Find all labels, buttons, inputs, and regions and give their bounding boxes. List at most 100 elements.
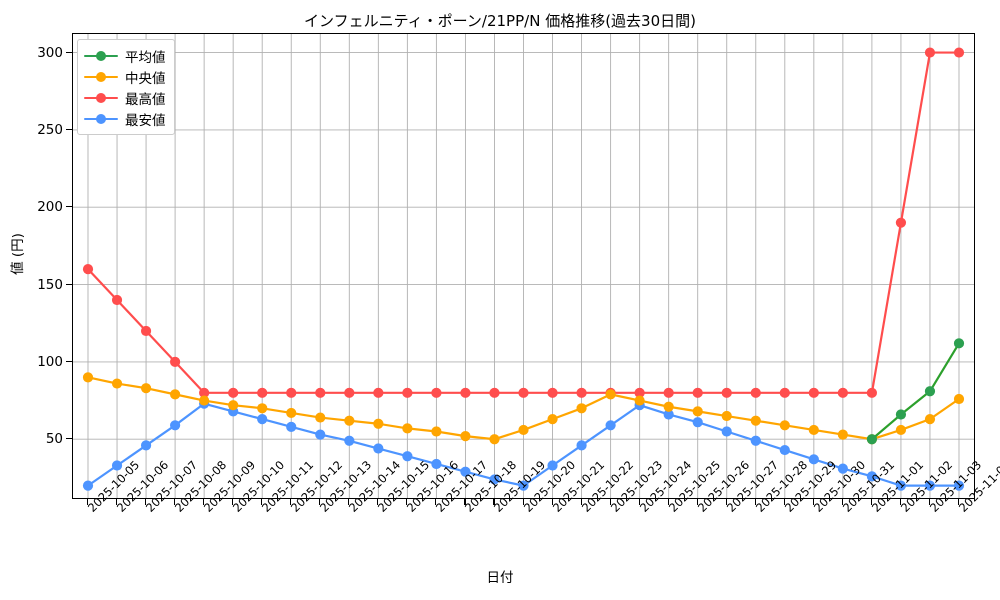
data-point	[605, 389, 616, 400]
series-line	[870, 342, 961, 441]
plot-area	[72, 33, 975, 499]
data-point	[344, 415, 355, 426]
y-axis-tick-mark	[66, 128, 72, 130]
series-0	[866, 338, 965, 445]
data-point	[140, 383, 152, 394]
data-point	[286, 421, 297, 432]
data-point	[315, 429, 326, 440]
x-tick-label: 2025-10-19	[491, 458, 548, 515]
y-axis-tick-mark	[66, 283, 72, 285]
x-tick-label: 2025-10-10	[230, 458, 287, 515]
data-point	[779, 387, 790, 398]
data-point	[953, 480, 965, 491]
data-point	[170, 356, 181, 367]
data-point	[750, 387, 761, 398]
data-point	[866, 387, 878, 398]
x-axis-tick-mark	[232, 499, 234, 505]
x-axis-tick-mark	[377, 499, 379, 505]
data-point	[431, 387, 442, 398]
data-point	[402, 387, 413, 398]
data-point	[634, 395, 645, 406]
x-axis-tick-mark	[638, 499, 640, 505]
x-tick-label: 2025-10-12	[288, 458, 345, 515]
chart-svg	[73, 34, 974, 498]
y-axis-tick-mark	[66, 51, 72, 53]
data-point	[750, 435, 761, 446]
data-point	[170, 420, 181, 431]
x-axis-tick-mark	[783, 499, 785, 505]
x-tick-label: 2025-10-25	[666, 458, 723, 515]
data-point	[692, 387, 703, 398]
data-point	[489, 434, 500, 445]
y-tick-label: 100	[37, 353, 63, 370]
data-point	[199, 395, 210, 406]
data-point	[373, 443, 384, 454]
data-point	[228, 400, 239, 411]
data-point	[286, 407, 297, 419]
data-point	[837, 429, 848, 440]
x-axis-tick-mark	[145, 499, 147, 505]
x-axis-tick-mark	[203, 499, 205, 505]
y-tick-label: 50	[45, 431, 63, 448]
data-point	[373, 387, 384, 398]
x-tick-label: 2025-10-28	[753, 458, 810, 515]
x-axis-tick-mark	[319, 499, 321, 505]
x-tick-label: 2025-10-26	[695, 458, 752, 515]
data-point	[460, 466, 471, 477]
x-tick-label: 2025-10-30	[811, 458, 868, 515]
legend-item-1[interactable]: 中央値	[84, 66, 166, 87]
data-point	[228, 387, 239, 398]
data-point	[721, 387, 732, 398]
legend-label: 中央値	[125, 70, 166, 87]
x-tick-label: 2025-10-31	[840, 458, 897, 515]
x-tick-label: 2025-10-07	[143, 458, 200, 515]
data-point	[373, 418, 384, 429]
legend-item-3[interactable]: 最安値	[84, 108, 166, 129]
x-axis-tick-mark	[754, 499, 756, 505]
data-point	[111, 378, 123, 389]
data-point	[257, 414, 268, 425]
x-axis-tick-mark	[406, 499, 408, 505]
x-axis-tick-mark	[958, 499, 960, 505]
legend-label: 平均値	[125, 49, 166, 66]
data-point	[895, 409, 907, 420]
data-point	[924, 386, 936, 397]
data-point	[518, 424, 529, 436]
x-axis-tick-mark	[870, 499, 872, 505]
x-tick-label: 2025-10-15	[375, 458, 432, 515]
x-tick-label: 2025-10-08	[172, 458, 229, 515]
x-tick-label: 2025-10-06	[114, 458, 171, 515]
data-point	[82, 372, 94, 383]
x-axis-tick-mark	[522, 499, 524, 505]
data-point	[779, 444, 790, 456]
data-point	[953, 47, 965, 58]
legend-item-0[interactable]: 平均値	[84, 45, 166, 66]
data-point	[663, 409, 674, 420]
data-point	[692, 417, 703, 428]
data-point	[721, 426, 732, 437]
data-point	[895, 480, 907, 491]
data-point	[199, 387, 210, 398]
x-axis-tick-mark	[493, 499, 495, 505]
x-tick-label: 2025-11-03	[927, 458, 984, 515]
data-point	[721, 410, 732, 422]
data-point	[344, 387, 355, 398]
x-axis-tick-mark	[841, 499, 843, 505]
legend-item-2[interactable]: 最高値	[84, 87, 166, 108]
chart-title: インフェルニティ・ポーン/21PP/N 価格推移(過去30日間)	[304, 12, 696, 30]
x-axis-tick-mark	[290, 499, 292, 505]
y-axis-tick-labels: 50 100 150 200 250 300	[0, 33, 63, 499]
data-point	[547, 414, 558, 425]
data-point	[518, 480, 529, 491]
data-point	[663, 387, 674, 398]
x-tick-label: 2025-10-20	[521, 458, 578, 515]
data-point	[808, 454, 819, 465]
y-tick-label: 300	[37, 44, 63, 61]
data-point	[111, 294, 123, 306]
y-axis-tick-mark	[66, 206, 72, 208]
x-tick-label: 2025-10-24	[637, 458, 694, 515]
chart-legend: 平均値中央値 最高値 最安値	[77, 39, 175, 135]
data-point	[895, 424, 907, 436]
x-axis-tick-mark	[464, 499, 466, 505]
data-point	[866, 434, 878, 445]
